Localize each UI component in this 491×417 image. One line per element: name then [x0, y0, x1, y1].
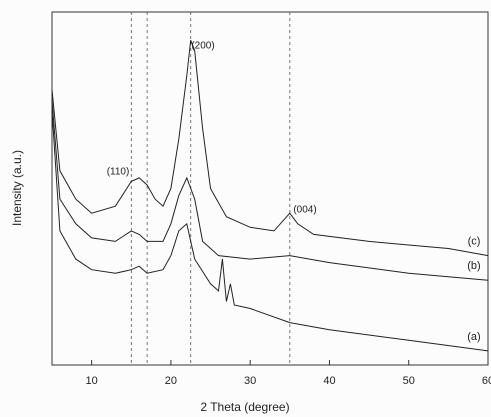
peak-annotation: (110)	[107, 167, 130, 178]
series-label: (c)	[468, 235, 481, 247]
plot-frame	[51, 11, 489, 366]
x-axis-label: 2 Theta (degree)	[200, 400, 289, 414]
peak-annotation: (200)	[191, 41, 214, 52]
series-label: (a)	[467, 331, 480, 343]
series-label: (b)	[467, 260, 480, 272]
x-tick-label: 30	[244, 375, 256, 387]
x-tick-label: 20	[165, 375, 177, 387]
x-tick-label: 50	[403, 375, 415, 387]
x-tick-label: 60	[482, 375, 491, 387]
series-line	[51, 40, 489, 257]
y-axis-label: Intensity (a.u.)	[10, 150, 24, 226]
series-line	[51, 110, 489, 352]
series-line	[51, 100, 489, 281]
x-tick-label: 40	[323, 375, 335, 387]
x-tick-label: 10	[86, 375, 98, 387]
peak-annotation: (004)	[293, 205, 316, 216]
